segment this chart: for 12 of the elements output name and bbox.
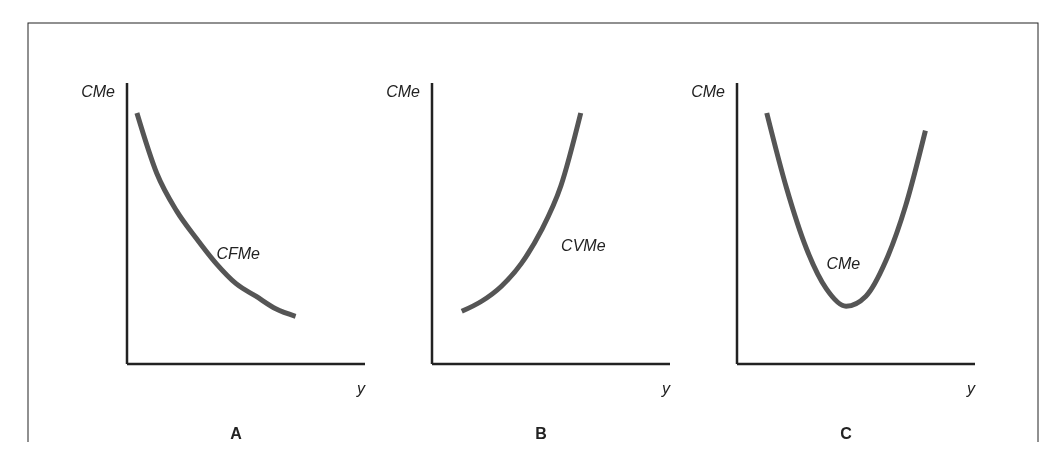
series-label: CVMe [561, 236, 606, 254]
series-label: CMe [826, 254, 861, 272]
x-axis-title: y [356, 380, 366, 397]
x-axis-title: y [966, 380, 976, 397]
text: B [535, 425, 547, 442]
series-label: CFMe [216, 244, 261, 262]
text: A [230, 425, 243, 442]
y-axis-title: CMe [691, 83, 726, 100]
y-axis-title: CMe [81, 83, 116, 100]
y-axis-title: CMe [386, 83, 421, 100]
x-axis-title: y [661, 380, 671, 397]
text: C [840, 425, 853, 442]
